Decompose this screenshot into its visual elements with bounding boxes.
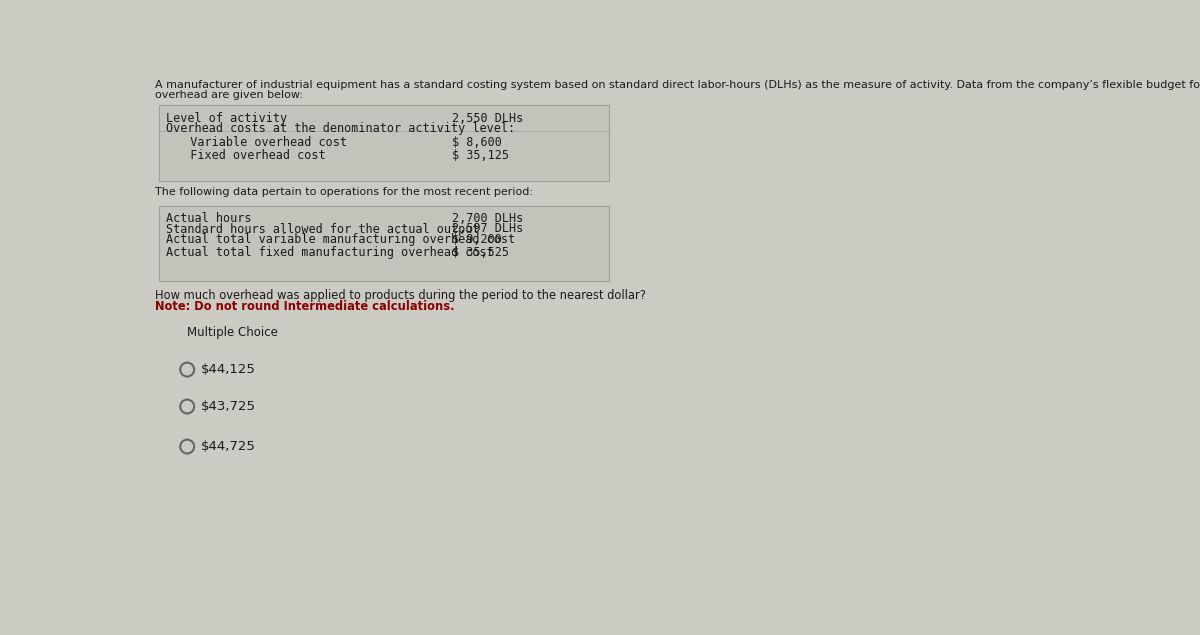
Text: $ 35,125: $ 35,125 (452, 149, 509, 161)
Text: Note: Do not round Intermediate calculations.: Note: Do not round Intermediate calculat… (155, 300, 454, 312)
Text: overhead are given below:: overhead are given below: (155, 90, 302, 100)
Text: Actual total variable manufacturing overhead cost: Actual total variable manufacturing over… (166, 233, 515, 246)
Text: A manufacturer of industrial equipment has a standard costing system based on st: A manufacturer of industrial equipment h… (155, 80, 1200, 90)
Text: $ 8,600: $ 8,600 (452, 137, 502, 149)
Text: How much overhead was applied to products during the period to the nearest dolla: How much overhead was applied to product… (155, 289, 646, 302)
Text: Standard hours allowed for the actual output: Standard hours allowed for the actual ou… (166, 222, 479, 236)
Text: Level of activity: Level of activity (166, 112, 287, 124)
Text: Actual hours: Actual hours (166, 211, 251, 225)
Circle shape (180, 363, 194, 377)
Text: $44,725: $44,725 (202, 441, 256, 453)
Text: 2,597 DLHs: 2,597 DLHs (452, 222, 523, 236)
Text: The following data pertain to operations for the most recent period:: The following data pertain to operations… (155, 187, 533, 197)
Text: $ 35,525: $ 35,525 (452, 246, 509, 258)
Text: $43,725: $43,725 (202, 401, 256, 413)
Circle shape (180, 399, 194, 413)
Bar (160, 105, 608, 181)
Text: 2,550 DLHs: 2,550 DLHs (452, 112, 523, 124)
Text: $ 9,200: $ 9,200 (452, 233, 502, 246)
Text: Multiple Choice: Multiple Choice (187, 326, 278, 340)
Text: Variable overhead cost: Variable overhead cost (176, 137, 347, 149)
Bar (160, 206, 608, 281)
Text: 2,700 DLHs: 2,700 DLHs (452, 211, 523, 225)
Text: $44,125: $44,125 (202, 363, 256, 377)
Text: Overhead costs at the denominator activity level:: Overhead costs at the denominator activi… (166, 123, 515, 135)
Circle shape (180, 439, 194, 453)
Text: Actual total fixed manufacturing overhead cost: Actual total fixed manufacturing overhea… (166, 246, 493, 258)
Text: Fixed overhead cost: Fixed overhead cost (176, 149, 326, 161)
